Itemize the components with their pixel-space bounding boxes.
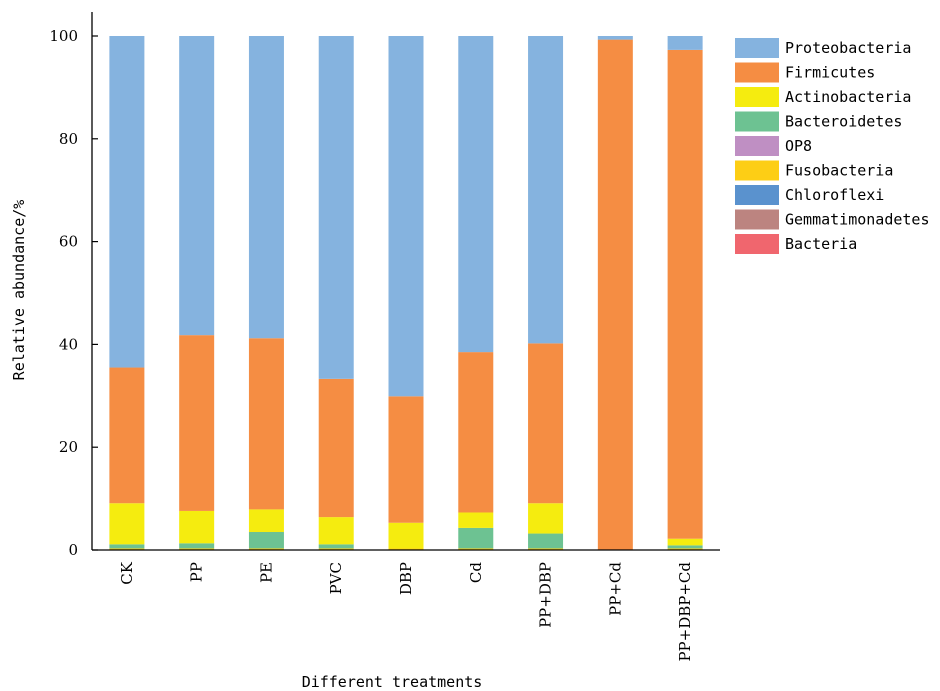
legend-item-op8: OP8 [735, 136, 812, 156]
bar-segment-proteobacteria [458, 36, 494, 353]
legend-item-proteobacteria: Proteobacteria [735, 38, 911, 58]
bar-segment-firmicutes [248, 338, 284, 510]
x-tick-label: PP+Cd [606, 562, 624, 616]
x-tick-label: PP [188, 562, 206, 582]
legend-swatch [735, 136, 779, 156]
bar-segment-bacteroidetes [109, 544, 145, 549]
legend-label: Proteobacteria [785, 39, 911, 57]
bar-segment-actinobacteria [248, 509, 284, 533]
bar-segment-bacteroidetes [318, 544, 354, 549]
x-axis-tick-labels: CK PP PE PVC DBP Cd PP+DBP PP+Cd PP+DBP+Cd [118, 561, 694, 661]
bar-segment-fusobacteria [318, 548, 354, 550]
bar-segment-proteobacteria [248, 36, 284, 339]
bar-segment-actinobacteria [318, 517, 354, 545]
bar-segment-fusobacteria [248, 548, 284, 550]
bar-segment-bacteroidetes [667, 545, 703, 549]
bar-segment-firmicutes [597, 39, 633, 551]
legend-swatch [735, 38, 779, 58]
bar-stack-pp-dbp [528, 36, 564, 550]
bar-segment-firmicutes [109, 367, 145, 504]
legend-label: Gemmatimonadetes [785, 211, 930, 229]
y-axis-ticks: 0 20 40 60 80 100 [49, 27, 98, 559]
legend-label: Actinobacteria [785, 88, 911, 106]
bar-segment-fusobacteria [388, 548, 424, 550]
legend-item-gemmatimonadetes: Gemmatimonadetes [735, 209, 930, 230]
bars-layer [109, 36, 703, 551]
legend-item-bacteria: Bacteria [735, 234, 857, 254]
bar-segment-fusobacteria [109, 548, 145, 550]
legend-swatch [735, 160, 779, 181]
bar-segment-actinobacteria [528, 503, 564, 534]
bar-stack-pe [248, 36, 284, 550]
legend-label: Bacteria [785, 235, 857, 253]
legend-label: Firmicutes [785, 64, 875, 82]
legend-swatch [735, 185, 779, 205]
x-tick-label: Cd [467, 562, 485, 583]
bar-segment-bacteroidetes [248, 532, 284, 549]
bar-segment-fusobacteria [528, 548, 564, 550]
bar-segment-firmicutes [528, 343, 564, 504]
bar-segment-actinobacteria [667, 538, 703, 546]
x-tick-label: PP+DBP [537, 562, 555, 628]
legend-item-firmicutes: Firmicutes [735, 62, 875, 83]
y-tick-label: 0 [68, 541, 78, 559]
x-tick-label: DBP [397, 562, 415, 595]
bar-segment-fusobacteria [179, 548, 215, 550]
x-tick-label: CK [118, 561, 136, 584]
legend: Proteobacteria Firmicutes Actinobacteria Ba… [735, 38, 930, 254]
bar-segment-firmicutes [179, 335, 215, 511]
legend-swatch [735, 209, 779, 230]
x-tick-label: PVC [327, 562, 345, 594]
bar-segment-bacteroidetes [458, 527, 494, 549]
legend-item-fusobacteria: Fusobacteria [735, 160, 893, 181]
legend-item-chloroflexi: Chloroflexi [735, 185, 884, 205]
bar-segment-firmicutes [667, 49, 703, 539]
y-tick-label: 60 [59, 233, 78, 251]
legend-label: OP8 [785, 137, 812, 155]
bar-segment-fusobacteria [458, 548, 494, 550]
bar-segment-actinobacteria [458, 512, 494, 528]
bar-stack-pp [179, 36, 215, 550]
legend-swatch [735, 87, 779, 107]
legend-item-bacteroidetes: Bacteroidetes [735, 111, 902, 132]
x-tick-label: PP+DBP+Cd [676, 562, 694, 662]
bar-stack-dbp [388, 36, 424, 550]
bar-stack-pvc [318, 36, 354, 550]
y-tick-label: 80 [59, 130, 78, 148]
bar-stack-ck [109, 36, 145, 550]
legend-label: Chloroflexi [785, 186, 884, 204]
x-axis-title: Different treatments [302, 673, 483, 691]
legend-label: Bacteroidetes [785, 113, 902, 131]
legend-swatch [735, 111, 779, 132]
y-axis-title: Relative abundance/% [10, 200, 28, 381]
legend-item-actinobacteria: Actinobacteria [735, 87, 911, 107]
bar-segment-proteobacteria [109, 36, 145, 368]
bar-stack-pp-cd [597, 36, 633, 551]
x-tick-label: PE [257, 562, 275, 583]
bar-segment-fusobacteria [667, 548, 703, 550]
y-tick-label: 100 [49, 27, 78, 45]
bar-segment-firmicutes [458, 352, 494, 513]
legend-swatch [735, 234, 779, 254]
legend-swatch [735, 62, 779, 83]
bar-segment-proteobacteria [318, 36, 354, 379]
bar-segment-proteobacteria [667, 36, 703, 50]
bar-segment-firmicutes [388, 396, 424, 523]
y-tick-label: 20 [59, 438, 78, 456]
bar-segment-bacteroidetes [528, 533, 564, 549]
bar-segment-proteobacteria [528, 36, 564, 344]
bar-stack-cd [458, 36, 494, 550]
legend-label: Fusobacteria [785, 162, 893, 180]
bar-segment-bacteroidetes [179, 543, 215, 549]
bar-segment-proteobacteria [597, 36, 633, 40]
bar-segment-firmicutes [318, 378, 354, 518]
bar-segment-proteobacteria [179, 36, 215, 336]
bar-segment-actinobacteria [179, 510, 215, 544]
bar-stack-pp-dbp-cd [667, 36, 703, 550]
bar-segment-actinobacteria [388, 522, 424, 549]
bar-segment-actinobacteria [109, 503, 145, 545]
bar-segment-proteobacteria [388, 36, 424, 397]
y-tick-label: 40 [59, 335, 78, 353]
